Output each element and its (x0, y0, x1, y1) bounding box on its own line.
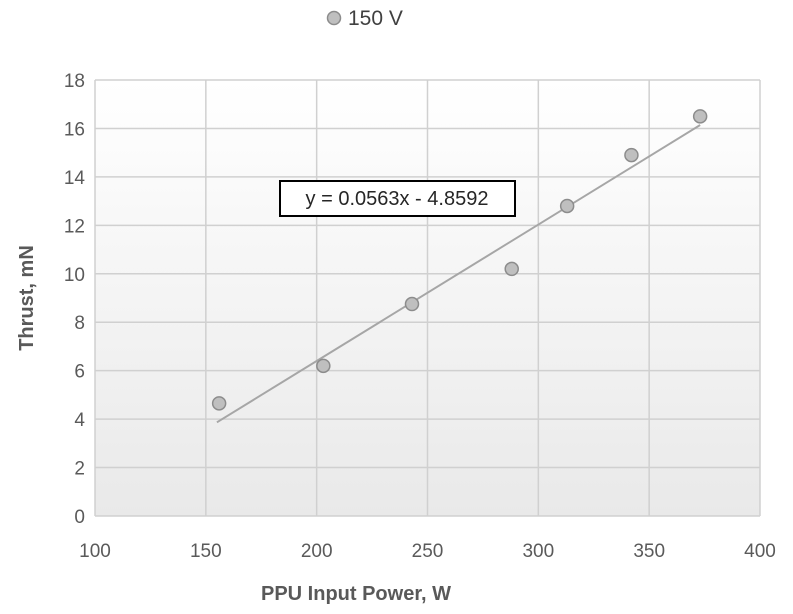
legend-marker-150v (326, 10, 342, 26)
x-tick-label: 150 (190, 541, 222, 562)
legend: 150 V (326, 7, 403, 30)
y-tick-label: 10 (64, 265, 85, 286)
data-point (559, 198, 575, 214)
data-point (624, 147, 639, 163)
x-tick-label: 300 (522, 541, 554, 562)
y-tick-label: 8 (74, 313, 85, 334)
x-axis-title: PPU Input Power, W (261, 583, 451, 605)
trendline-layer (216, 124, 701, 424)
x-tick-label: 350 (633, 541, 665, 562)
y-tick-label: 14 (64, 168, 86, 189)
x-tick-label: 250 (412, 541, 444, 562)
data-point (404, 296, 420, 312)
y-tick-label: 16 (64, 119, 85, 140)
tick-labels: 0 2 4 6 8 10 12 14 16 18 100 150 200 250 300 350 400 (64, 71, 776, 562)
gridlines (94, 79, 761, 517)
y-axis-title: Thrust, mN (16, 245, 38, 351)
data-points (211, 109, 708, 411)
y-tick-label: 18 (64, 71, 85, 92)
x-tick-label: 200 (301, 541, 333, 562)
equation-box-frame (279, 180, 516, 217)
x-tick-label: 400 (744, 541, 776, 562)
y-tick-label: 12 (64, 216, 85, 237)
y-tick-label: 4 (74, 410, 85, 431)
data-point (211, 396, 227, 411)
equation-box: y = 0.0563x - 4.8592 (279, 180, 516, 217)
data-point (316, 358, 331, 374)
y-tick-label: 6 (74, 362, 85, 383)
legend-label-150v: 150 V (348, 7, 403, 30)
trendline-equation: y = 0.0563x - 4.8592 (306, 188, 489, 210)
x-tick-label: 100 (79, 541, 111, 562)
data-point (692, 109, 708, 124)
trendline (216, 124, 701, 424)
y-tick-label: 0 (74, 507, 85, 528)
data-point (504, 261, 519, 277)
y-tick-label: 2 (74, 459, 85, 480)
